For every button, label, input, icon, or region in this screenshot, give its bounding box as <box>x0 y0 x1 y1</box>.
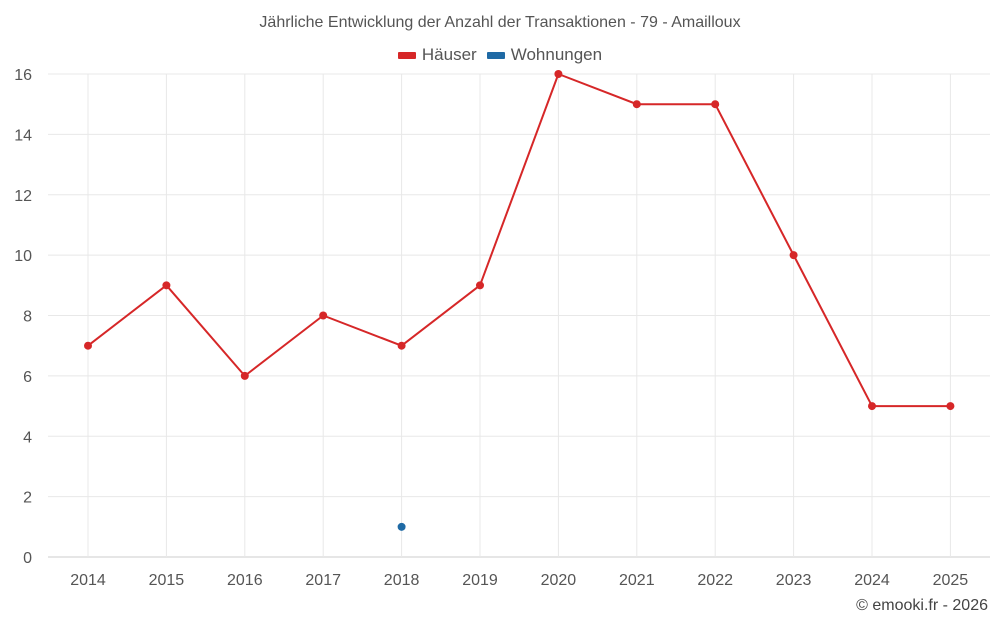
y-tick-label: 12 <box>14 188 32 205</box>
y-tick-label: 16 <box>14 67 32 84</box>
y-tick-label: 14 <box>14 127 32 144</box>
legend-item-hauser[interactable]: Häuser <box>397 45 477 65</box>
legend-label-hauser: Häuser <box>421 45 477 64</box>
data-point-hauser <box>868 402 876 411</box>
y-tick-label: 10 <box>14 248 32 265</box>
data-point-wohnungen <box>397 522 406 531</box>
data-point-hauser <box>632 100 641 109</box>
data-point-hauser <box>789 251 798 260</box>
chart-title: Jährliche Entwicklung der Anzahl der Tra… <box>259 14 741 31</box>
x-tick-label: 2022 <box>697 572 733 589</box>
legend-item-wohnungen[interactable]: Wohnungen <box>486 45 603 65</box>
y-tick-label: 4 <box>23 429 32 446</box>
data-point-hauser <box>240 371 249 380</box>
y-tick-label: 0 <box>23 550 32 567</box>
x-tick-label: 2015 <box>149 572 185 589</box>
data-point-hauser <box>476 281 484 290</box>
x-tick-label: 2018 <box>384 572 420 589</box>
x-tick-label: 2020 <box>541 572 577 589</box>
x-tick-label: 2014 <box>70 572 106 589</box>
data-point-hauser <box>319 311 328 320</box>
data-point-hauser <box>84 341 92 350</box>
x-tick-label: 2016 <box>227 572 263 589</box>
data-point-hauser <box>711 100 720 109</box>
y-tick-label: 8 <box>23 309 32 326</box>
x-tick-label: 2019 <box>462 572 498 589</box>
data-point-hauser <box>162 281 171 290</box>
y-tick-label: 6 <box>23 369 32 386</box>
legend-swatch-hauser <box>397 51 416 59</box>
legend-swatch-wohnungen <box>486 51 505 59</box>
series-line-hauser <box>87 73 951 408</box>
x-tick-label: 2024 <box>854 572 890 589</box>
chart-legend: Häuser Wohnungen <box>0 45 1000 65</box>
data-point-hauser <box>397 341 406 350</box>
credit-text: © emooki.fr - 2026 <box>856 597 988 614</box>
x-tick-label: 2023 <box>776 572 812 589</box>
x-tick-label: 2025 <box>933 572 969 589</box>
data-point-hauser <box>554 70 563 78</box>
y-tick-label: 2 <box>23 490 32 507</box>
x-tick-label: 2021 <box>619 572 655 589</box>
legend-label-wohnungen: Wohnungen <box>510 45 603 64</box>
data-point-hauser <box>946 402 955 411</box>
x-tick-label: 2017 <box>305 572 341 589</box>
